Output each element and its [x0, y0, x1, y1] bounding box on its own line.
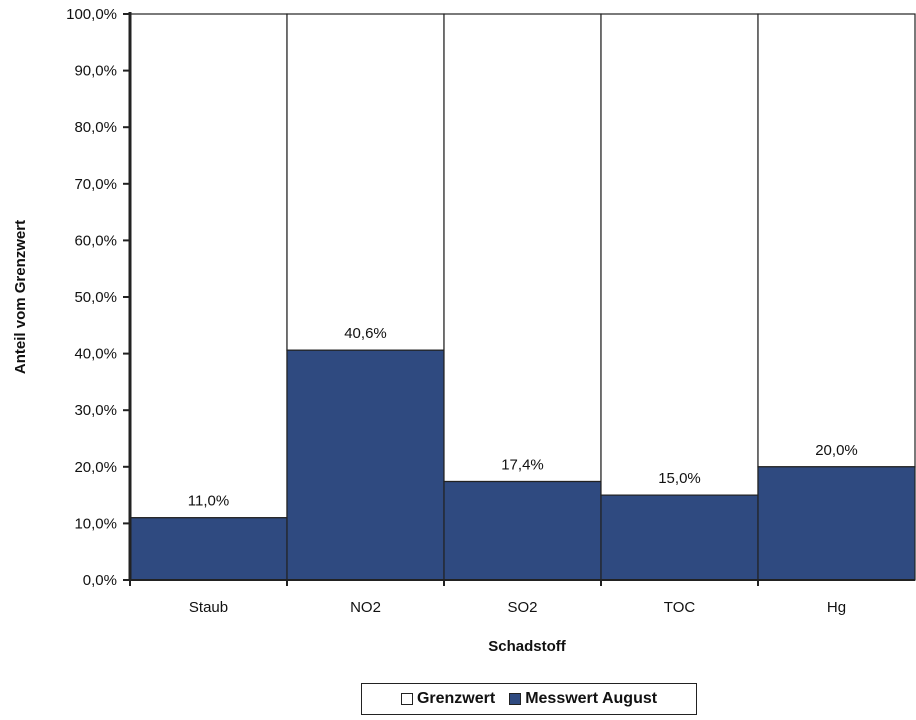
legend-label-grenzwert: Grenzwert: [416, 690, 496, 707]
legend-item-grenzwert: Grenzwert: [400, 690, 496, 708]
data-label-staub: 11,0%: [188, 493, 229, 510]
data-label-no2: 40,6%: [344, 325, 387, 342]
y-tick-label: 0,0%: [83, 572, 117, 589]
bar-messwert-hg: [757, 466, 916, 581]
legend: Grenzwert Messwert August: [361, 683, 697, 715]
legend-label-messwert: Messwert August: [525, 690, 658, 707]
data-label-hg: 20,0%: [815, 442, 858, 459]
bar-messwert-staub: [129, 517, 288, 581]
axes-layer: [123, 12, 915, 586]
bar-grenzwert-hg: [757, 13, 916, 468]
bar-messwert-no2: [286, 349, 445, 581]
x-tick-label-hg: Hg: [827, 599, 846, 616]
bar-grenzwert-no2: [286, 13, 445, 351]
y-tick-label: 100,0%: [66, 6, 117, 23]
legend-swatch-messwert: [509, 693, 522, 705]
bars-layer: [129, 13, 916, 581]
y-tick-label: 40,0%: [74, 346, 117, 363]
y-tick-label: 30,0%: [74, 402, 117, 419]
y-tick-label: 20,0%: [74, 459, 117, 476]
y-tick-label: 70,0%: [74, 176, 117, 193]
y-tick-label: 90,0%: [74, 63, 117, 80]
data-label-toc: 15,0%: [658, 470, 701, 487]
y-tick-label: 10,0%: [74, 515, 117, 532]
x-axis-title: Schadstoff: [488, 638, 567, 655]
x-tick-label-toc: TOC: [664, 599, 696, 616]
data-label-so2: 17,4%: [501, 457, 544, 474]
y-tick-label: 50,0%: [74, 289, 117, 306]
x-tick-label-no2: NO2: [350, 599, 381, 616]
bar-grenzwert-so2: [443, 13, 602, 483]
x-tick-label-staub: Staub: [189, 599, 228, 616]
y-tick-label: 80,0%: [74, 119, 117, 136]
y-axis-title: Anteil vom Grenzwert: [12, 220, 29, 374]
bar-grenzwert-staub: [129, 13, 288, 519]
x-tick-label-so2: SO2: [507, 599, 537, 616]
labels-layer: 11,0% Staub 40,6% NO2 17,4% SO2 15,0% TOC 20,0% H…: [66, 6, 858, 616]
legend-item-messwert: Messwert August: [509, 690, 657, 708]
y-tick-label: 60,0%: [74, 232, 117, 249]
bar-messwert-toc: [600, 494, 759, 581]
bar-messwert-so2: [443, 480, 602, 581]
bar-grenzwert-toc: [600, 13, 759, 496]
legend-swatch-grenzwert: [400, 693, 413, 705]
